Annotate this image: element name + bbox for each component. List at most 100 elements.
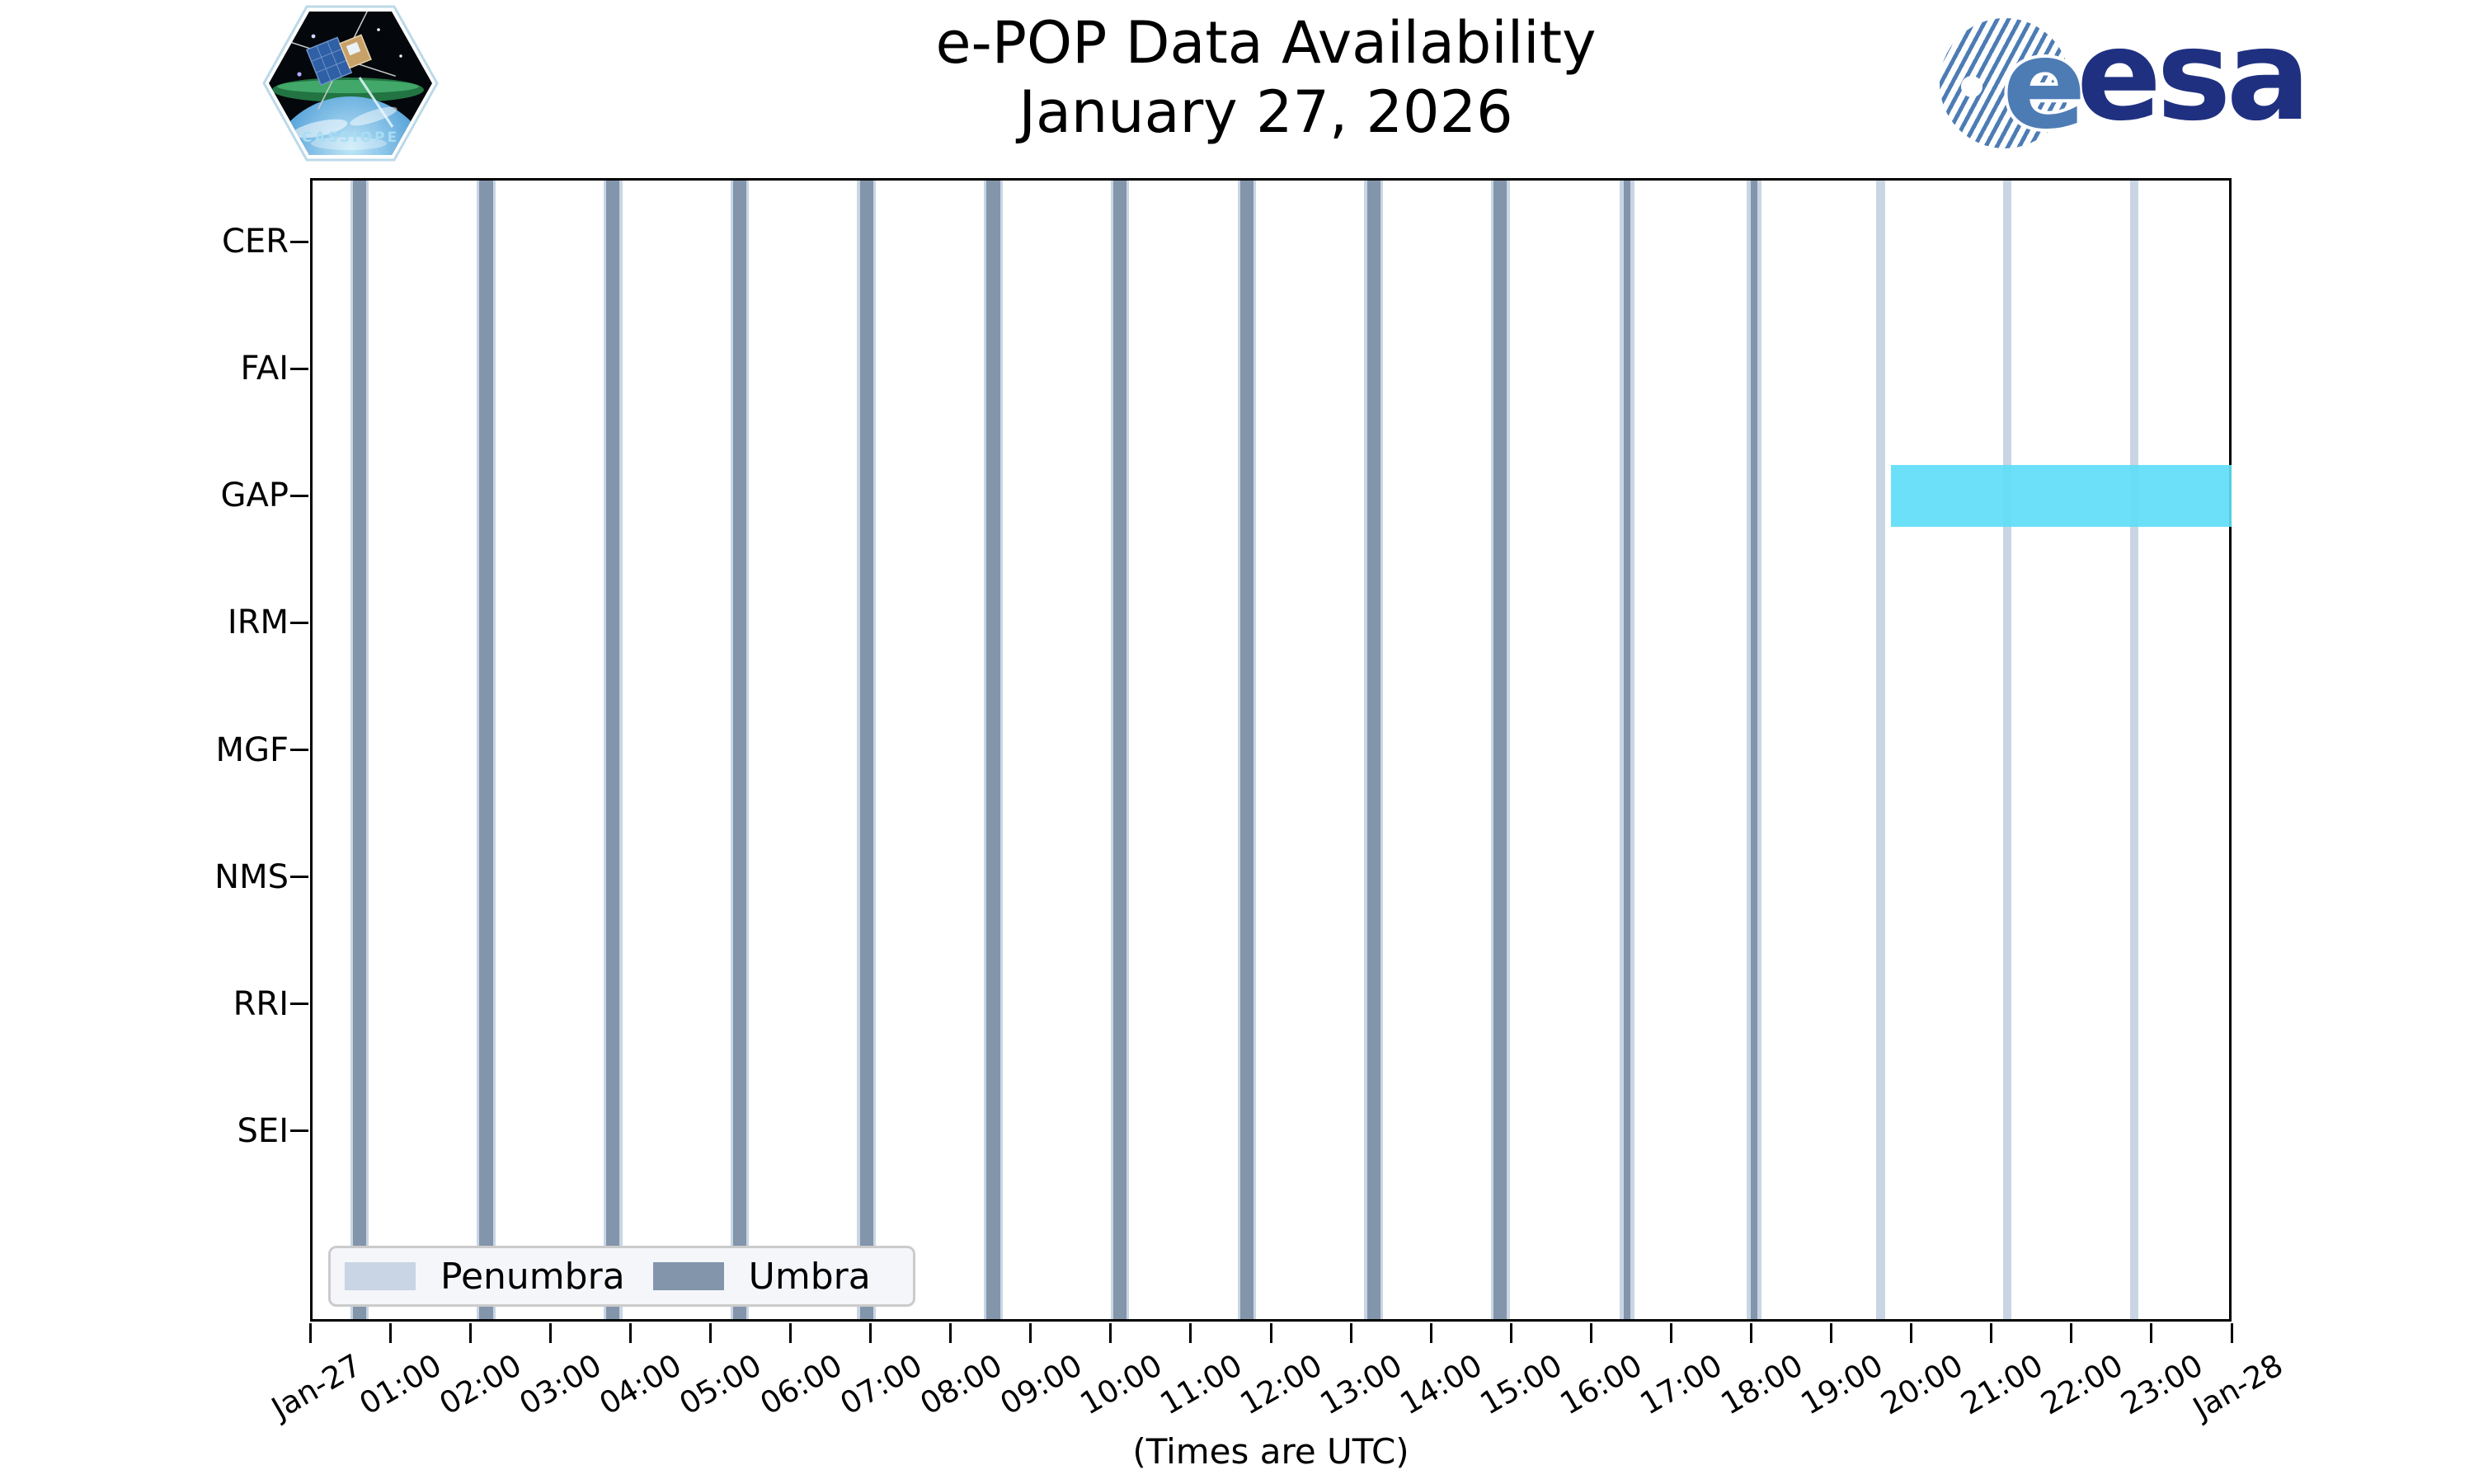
x-tick-label: Jan-27 — [266, 1347, 368, 1426]
umbra-bar — [986, 181, 1000, 1319]
x-tick-label: 08:00 — [914, 1347, 1009, 1422]
y-tick — [290, 367, 308, 370]
y-tick — [290, 240, 308, 243]
esa-logo-e: e — [2002, 13, 2086, 157]
x-tick — [1750, 1323, 1752, 1343]
x-tick — [869, 1323, 872, 1343]
umbra-bar — [859, 181, 873, 1319]
x-tick — [2230, 1323, 2233, 1343]
umbra-swatch — [652, 1262, 724, 1290]
x-tick-label: 09:00 — [994, 1347, 1089, 1422]
esa-globe-dot — [1961, 76, 1982, 97]
legend: Penumbra Umbra — [328, 1246, 915, 1307]
chart-title: e-POP Data Availability — [935, 9, 1597, 77]
penumbra-label: Penumbra — [440, 1255, 625, 1298]
umbra-bar — [1493, 181, 1507, 1319]
x-tick — [468, 1323, 472, 1343]
x-tick — [1830, 1323, 1833, 1343]
x-tick-label: 16:00 — [1554, 1347, 1649, 1422]
penumbra-swatch — [345, 1262, 416, 1290]
cassiope-logo-graphic: CASSIOPE — [262, 5, 439, 162]
x-tick — [1029, 1323, 1032, 1343]
x-tick — [1669, 1323, 1672, 1343]
x-tick-label: 13:00 — [1314, 1347, 1409, 1422]
x-tick-label: 03:00 — [513, 1347, 608, 1422]
x-tick-label: 07:00 — [834, 1347, 929, 1422]
x-tick-label: 21:00 — [1954, 1347, 2049, 1422]
y-tick-label-sei: SEI — [237, 1111, 289, 1150]
y-tick-label-mgf: MGF — [215, 730, 289, 769]
x-tick — [1589, 1323, 1592, 1343]
y-tick-label-gap: GAP — [220, 477, 289, 515]
x-tick-label: 12:00 — [1234, 1347, 1329, 1422]
y-tick-label-rri: RRI — [233, 984, 289, 1023]
y-tick — [290, 749, 308, 751]
x-tick-label: 18:00 — [1714, 1347, 1808, 1422]
gap-outage-bar — [1891, 464, 2232, 528]
satellite-icon — [283, 12, 396, 110]
x-tick — [1990, 1323, 1993, 1343]
x-tick — [388, 1323, 392, 1343]
cassiope-logo-label: CASSIOPE — [302, 129, 399, 146]
x-tick — [949, 1323, 952, 1343]
x-tick — [1269, 1323, 1272, 1343]
y-tick-label-irm: IRM — [227, 603, 289, 642]
x-tick-label: 06:00 — [754, 1347, 848, 1422]
x-tick-label: 22:00 — [2034, 1347, 2129, 1422]
y-tick — [290, 494, 308, 497]
x-tick — [628, 1323, 632, 1343]
y-tick — [290, 1129, 308, 1133]
x-tick — [2070, 1323, 2073, 1343]
umbra-bar — [1239, 181, 1253, 1319]
chart-date: January 27, 2026 — [1018, 78, 1513, 146]
esa-wordmark: esa — [2077, 2, 2311, 148]
penumbra-bar — [1876, 181, 1885, 1319]
x-tick — [789, 1323, 792, 1343]
umbra-bar — [1623, 181, 1631, 1319]
umbra-bar — [1113, 181, 1127, 1319]
x-tick — [1349, 1323, 1352, 1343]
esa-logo: e esa — [1930, 8, 2317, 165]
x-tick — [1429, 1323, 1432, 1343]
legend-item-penumbra: Penumbra — [345, 1256, 625, 1298]
x-tick-label: 17:00 — [1634, 1347, 1729, 1422]
penumbra-bar — [2002, 181, 2012, 1319]
x-tick — [1509, 1323, 1512, 1343]
umbra-bar — [1750, 181, 1757, 1319]
x-tick-label: 15:00 — [1474, 1347, 1569, 1422]
x-tick-label: 01:00 — [353, 1347, 448, 1422]
y-tick-label-cer: CER — [222, 223, 289, 261]
umbra-bar — [352, 181, 366, 1319]
x-tick-label: 05:00 — [674, 1347, 768, 1422]
x-tick — [548, 1323, 552, 1343]
umbra-bar — [732, 181, 747, 1319]
x-tick-label: Jan-28 — [2187, 1347, 2289, 1426]
x-tick — [2150, 1323, 2153, 1343]
umbra-bar — [1366, 181, 1380, 1319]
x-tick-label: 04:00 — [593, 1347, 688, 1422]
x-tick-label: 19:00 — [1794, 1347, 1889, 1422]
x-axis-note: (Times are UTC) — [1132, 1431, 1409, 1472]
x-tick-label: 23:00 — [2114, 1347, 2209, 1422]
x-tick — [708, 1323, 712, 1343]
plot-area: Penumbra Umbra — [310, 178, 2232, 1322]
umbra-label: Umbra — [748, 1255, 871, 1298]
y-tick-label-nms: NMS — [214, 857, 289, 896]
umbra-bar — [606, 181, 620, 1319]
cassiope-mission-logo: CASSIOPE — [262, 5, 439, 162]
x-tick-label: 02:00 — [433, 1347, 528, 1422]
x-tick — [1189, 1323, 1192, 1343]
x-tick — [308, 1323, 312, 1343]
x-tick-label: 20:00 — [1874, 1347, 1969, 1422]
y-tick-label-fai: FAI — [240, 350, 289, 388]
x-tick — [1910, 1323, 1913, 1343]
x-tick-label: 10:00 — [1074, 1347, 1169, 1422]
y-tick — [290, 621, 308, 624]
chart-title-block: e-POP Data Availability January 27, 2026 — [854, 8, 1678, 147]
penumbra-bar — [2129, 181, 2139, 1319]
y-tick — [290, 1003, 308, 1006]
x-tick-label: 14:00 — [1394, 1347, 1489, 1422]
legend-item-umbra: Umbra — [652, 1255, 871, 1298]
x-tick — [1109, 1323, 1112, 1343]
